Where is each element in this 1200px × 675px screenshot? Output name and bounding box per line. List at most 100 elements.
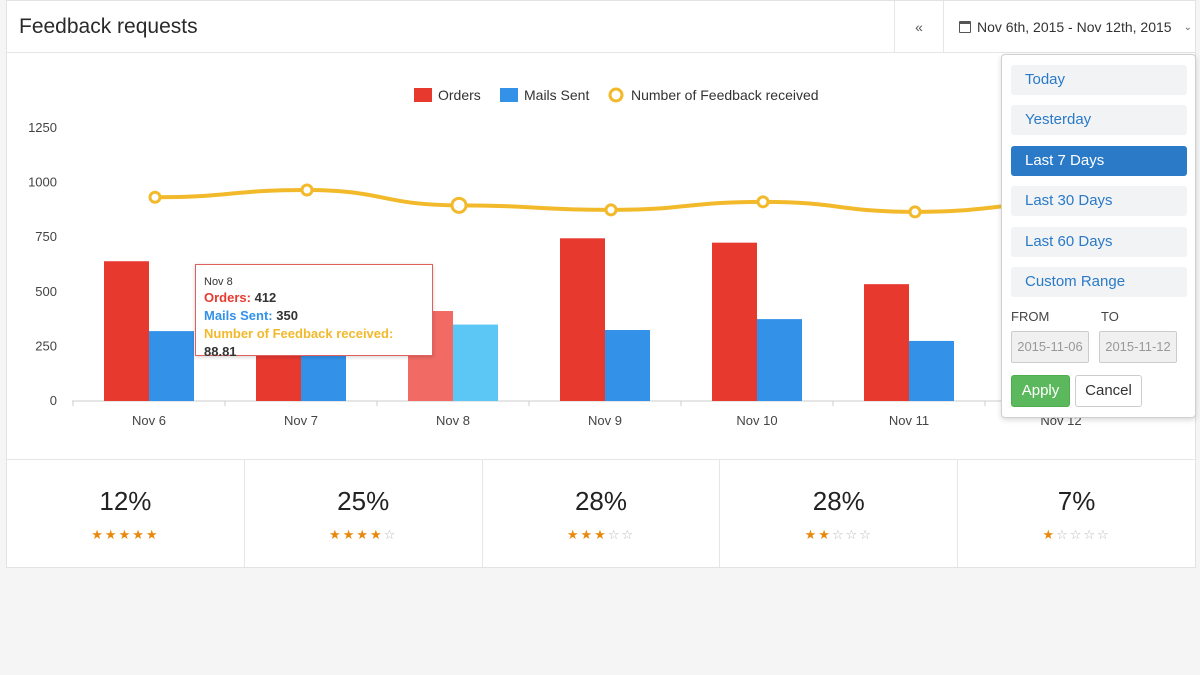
range-last-7-days[interactable]: Last 7 Days [1011, 146, 1187, 176]
tooltip-mails: Mails Sent: 350 [204, 308, 298, 323]
chart-tooltip: Nov 8 Orders: 412 Mails Sent: 350 Number… [195, 264, 433, 359]
star-filled-icon: ★ [91, 527, 105, 542]
point-feedback [604, 203, 618, 217]
star-filled-icon: ★ [104, 527, 119, 542]
chevron-down-icon: ⌄ [1183, 21, 1192, 33]
bar-orders [560, 238, 605, 401]
apply-button[interactable]: Apply [1011, 375, 1070, 407]
page-title: Feedback requests [19, 15, 198, 38]
point-feedback [300, 183, 314, 197]
collapse-button[interactable]: « [894, 1, 944, 53]
star-filled-icon: ★ [342, 527, 357, 542]
stat-cell: 7% ★☆☆☆☆ [958, 460, 1195, 567]
star-filled-icon: ★ [145, 527, 160, 542]
point-feedback [148, 190, 162, 204]
stat-cell: 25% ★★★★☆ [245, 460, 483, 567]
star-rating: ★★★☆☆ [483, 527, 720, 543]
x-tick-label: Nov 7 [284, 413, 318, 428]
range-last-60-days[interactable]: Last 60 Days [1011, 227, 1187, 257]
date-range-picker[interactable]: Nov 6th, 2015 - Nov 12th, 2015 ⌄ [959, 1, 1192, 53]
star-filled-icon: ★ [594, 527, 608, 542]
to-label: TO [1101, 309, 1119, 324]
star-rating: ★★★★☆ [245, 527, 482, 543]
stat-cell: 28% ★★★☆☆ [483, 460, 721, 567]
y-tick-label: 0 [50, 393, 57, 408]
date-range-label: Nov 6th, 2015 - Nov 12th, 2015 [977, 19, 1172, 35]
star-empty-icon: ☆ [1056, 527, 1070, 542]
star-empty-icon: ☆ [1097, 527, 1111, 542]
range-yesterday[interactable]: Yesterday [1011, 105, 1187, 135]
stat-percent: 28% [812, 486, 865, 516]
bar-mails-sent [149, 331, 194, 401]
star-empty-icon: ☆ [607, 527, 622, 542]
legend-mails-swatch [500, 88, 518, 102]
star-filled-icon: ★ [118, 527, 133, 542]
bar-mails-sent [909, 340, 954, 401]
cancel-button[interactable]: Cancel [1075, 375, 1142, 407]
star-filled-icon: ★ [356, 527, 371, 542]
star-filled-icon: ★ [370, 527, 384, 542]
star-rating: ★☆☆☆☆ [958, 527, 1195, 543]
from-label: FROM [1011, 309, 1050, 324]
bar-mails-sent [605, 330, 650, 401]
star-empty-icon: ☆ [1083, 527, 1098, 542]
feedback-panel: Feedback requests « Nov 6th, 2015 - Nov … [6, 0, 1196, 568]
legend-feedback-marker [608, 87, 624, 103]
y-tick-label: 750 [35, 229, 57, 244]
star-empty-icon: ☆ [383, 527, 398, 542]
calendar-icon [959, 21, 971, 33]
y-tick-label: 250 [35, 338, 57, 353]
bar-orders [864, 284, 909, 401]
stat-percent: 7% [1057, 486, 1096, 516]
bar-orders [712, 242, 757, 401]
star-filled-icon: ★ [804, 527, 819, 542]
to-date-input[interactable]: 2015-11-12 [1099, 331, 1177, 363]
range-last-30-days[interactable]: Last 30 Days [1011, 186, 1187, 216]
date-range-dropdown: Today Yesterday Last 7 Days Last 30 Days… [1001, 54, 1196, 418]
y-tick-label: 1000 [28, 175, 57, 190]
point-feedback [756, 195, 770, 209]
star-empty-icon: ☆ [1069, 527, 1084, 542]
point-feedback [450, 196, 468, 214]
tooltip-orders: Orders: 412 [204, 290, 277, 305]
tooltip-date: Nov 8 [204, 276, 233, 288]
star-empty-icon: ☆ [831, 527, 846, 542]
bar-orders [104, 261, 149, 401]
star-filled-icon: ★ [1042, 527, 1057, 542]
x-tick-label: Nov 8 [436, 413, 470, 428]
stat-cell: 28% ★★☆☆☆ [720, 460, 959, 567]
stat-cell: 12% ★★★★★ [7, 460, 245, 567]
star-filled-icon: ★ [580, 527, 595, 542]
star-filled-icon: ★ [818, 527, 832, 542]
y-tick-label: 500 [35, 284, 57, 299]
legend-feedback-label: Number of Feedback received [631, 87, 819, 103]
x-tick-label: Nov 9 [588, 413, 622, 428]
star-empty-icon: ☆ [621, 527, 636, 542]
rating-stats: 12% ★★★★★ 25% ★★★★☆ 28% ★★★☆☆ 28% ★★☆☆☆ 7% ★☆☆☆☆ [7, 459, 1195, 567]
bar-mails-sent [757, 319, 802, 401]
legend-orders-swatch [414, 88, 432, 102]
legend-orders-label: Orders [438, 87, 481, 103]
star-empty-icon: ☆ [859, 527, 873, 542]
x-tick-label: Nov 11 [889, 413, 929, 428]
star-empty-icon: ☆ [845, 527, 860, 542]
point-feedback [908, 205, 922, 219]
range-custom[interactable]: Custom Range [1011, 267, 1187, 297]
legend-mails-label: Mails Sent [524, 87, 589, 103]
star-rating: ★★★★★ [7, 527, 244, 543]
stat-percent: 25% [337, 486, 390, 516]
from-date-input[interactable]: 2015-11-06 [1011, 331, 1089, 363]
x-tick-label: Nov 10 [736, 413, 777, 428]
stat-percent: 28% [574, 486, 628, 516]
star-filled-icon: ★ [329, 527, 343, 542]
star-rating: ★★☆☆☆ [720, 527, 957, 543]
star-filled-icon: ★ [566, 527, 581, 542]
y-tick-label: 1250 [28, 120, 57, 135]
x-tick-label: Nov 6 [132, 413, 166, 428]
star-filled-icon: ★ [132, 527, 146, 542]
bar-mails-sent [453, 324, 498, 401]
stat-percent: 12% [99, 486, 152, 516]
range-today[interactable]: Today [1011, 65, 1187, 95]
tooltip-feedback: Number of Feedback received: 88.81 [204, 326, 394, 359]
panel-header: Feedback requests « Nov 6th, 2015 - Nov … [7, 1, 1195, 53]
